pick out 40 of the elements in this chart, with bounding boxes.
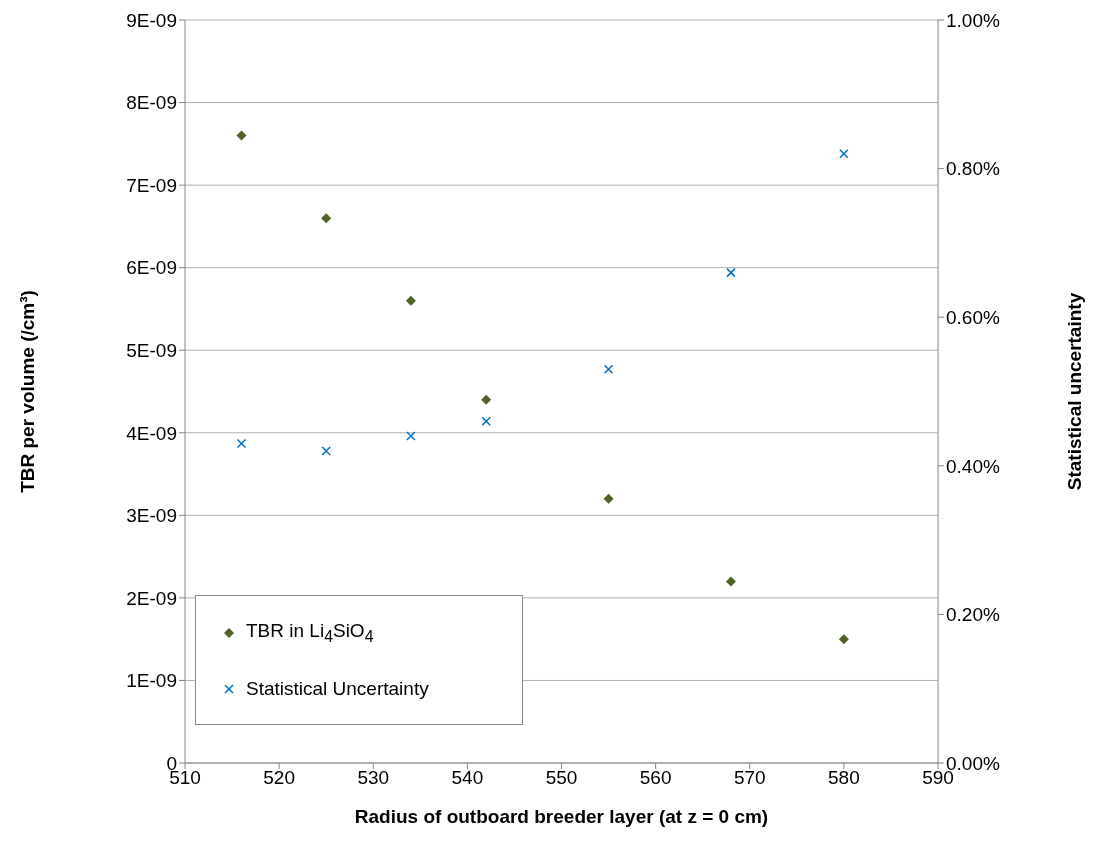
point	[839, 148, 849, 159]
x-tick-label: 540	[451, 767, 484, 789]
point	[321, 446, 331, 456]
legend-label: TBR in Li$_{4}$SiO$_{4}$	[246, 620, 374, 646]
point	[406, 431, 416, 441]
x-tick-label: 530	[357, 767, 390, 789]
y-axis-title: TBR per volume (/cm³)	[16, 290, 38, 493]
x-axis-title: Radius of outboard breeder layer (at z = 0 cm)	[354, 806, 769, 827]
x-tick-label: 520	[263, 767, 295, 789]
y-tick-label: 3E-09	[126, 505, 177, 527]
y2-axis-title: Statistical uncertainty	[1063, 292, 1085, 491]
point	[321, 213, 332, 224]
y-tick-label: 8E-09	[126, 92, 177, 114]
point	[838, 634, 849, 645]
point	[236, 130, 247, 141]
x-tick-label: 560	[639, 767, 672, 789]
point	[481, 416, 491, 426]
legend-label: Statistical Uncertainty	[246, 678, 429, 700]
y-tick-label: 7E-09	[126, 174, 177, 196]
y2-tick-label: 0.60%	[946, 306, 1000, 328]
y2-tick-label: 1.00%	[946, 9, 1000, 31]
y2-tick-label: 0.40%	[946, 455, 1000, 477]
point	[405, 295, 416, 306]
point	[726, 267, 736, 278]
point	[603, 493, 614, 504]
x-tick-label: 550	[545, 767, 578, 789]
point	[603, 364, 614, 374]
x-tick-label: 580	[828, 767, 860, 789]
point	[725, 576, 736, 587]
y2-tick-label: 0.80%	[946, 158, 1000, 180]
y-tick-label: 4E-09	[126, 422, 177, 444]
y2-tick-label: 0.20%	[946, 604, 1000, 626]
point	[481, 394, 492, 405]
point	[236, 438, 247, 449]
y-tick-label: 2E-09	[126, 587, 177, 609]
y-tick-label: 5E-09	[126, 339, 177, 361]
y-tick-label: 9E-09	[126, 9, 177, 31]
x-tick-label: 570	[733, 767, 766, 789]
y-tick-label: 6E-09	[126, 257, 177, 279]
y-tick-label: 1E-09	[126, 670, 177, 692]
